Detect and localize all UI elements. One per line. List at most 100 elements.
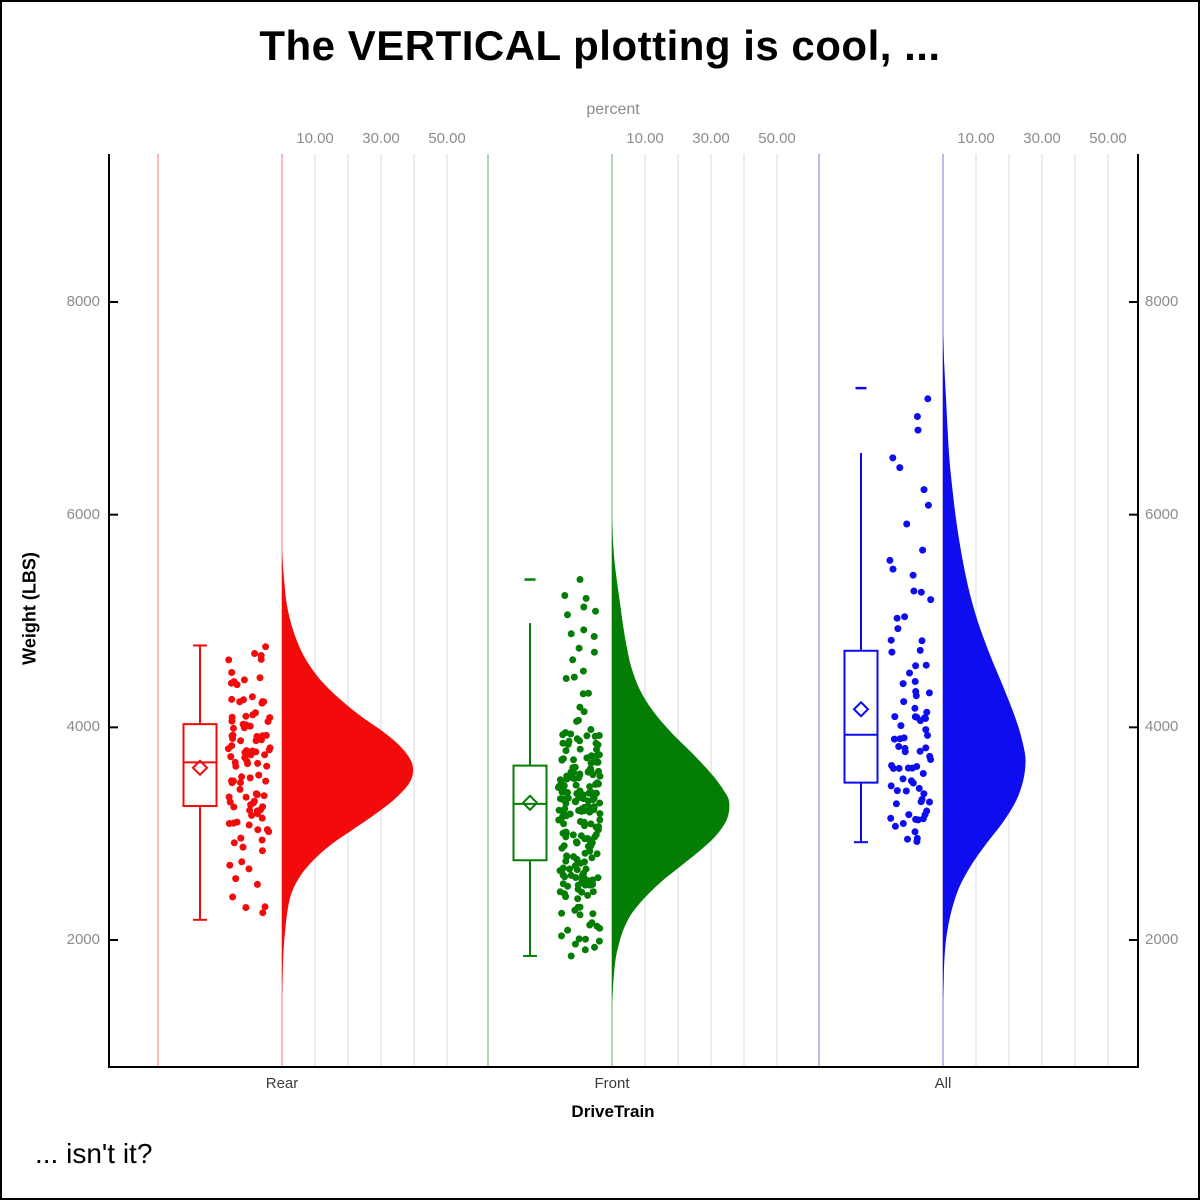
- jitter-dot-rear: [252, 709, 259, 717]
- jitter-dot-rear: [251, 650, 259, 657]
- jitter-dot-rear: [240, 696, 247, 704]
- jitter-dot-front: [573, 790, 581, 798]
- jitter-dot-all: [910, 587, 918, 595]
- jitter-dot-front: [588, 789, 596, 797]
- jitter-dot-all: [886, 556, 894, 564]
- jitter-dot-front: [581, 946, 589, 954]
- jitter-dot-rear: [254, 759, 262, 767]
- jitter-dot-front: [593, 922, 601, 930]
- jitter-dot-rear: [250, 797, 258, 805]
- jitter-dot-front: [575, 935, 583, 943]
- jitter-dot-front: [587, 759, 595, 767]
- jitter-dot-all: [924, 501, 932, 509]
- jitter-dot-front: [576, 737, 584, 745]
- jitter-dot-rear: [236, 785, 244, 793]
- jitter-dot-rear: [246, 774, 254, 782]
- jitter-dot-rear: [253, 880, 261, 888]
- jitter-dot-front: [580, 869, 587, 877]
- jitter-dot-all: [905, 811, 913, 819]
- jitter-dot-all: [912, 662, 920, 670]
- jitter-dot-front: [585, 689, 592, 697]
- jitter-dot-rear: [259, 909, 267, 917]
- jitter-dot-front: [580, 708, 588, 716]
- jitter-dot-rear: [255, 771, 263, 779]
- jitter-dot-front: [570, 853, 577, 861]
- y-tick-label-left: 8000: [66, 293, 100, 310]
- jitter-dot-front: [576, 576, 584, 583]
- jitter-dot-front: [562, 675, 570, 682]
- jitter-dot-front: [596, 816, 604, 824]
- jitter-dot-front: [566, 810, 574, 818]
- jitter-dot-rear: [232, 875, 240, 883]
- jitter-dot-front: [595, 937, 603, 945]
- jitter-dot-rear: [229, 735, 237, 742]
- jitter-dot-front: [573, 717, 581, 725]
- jitter-dot-front: [566, 865, 574, 873]
- chart-title: The VERTICAL plotting is cool, ...: [259, 22, 941, 69]
- jitter-dot-all: [919, 770, 927, 777]
- jitter-dot-front: [594, 741, 602, 749]
- y-tick-label-left: 2000: [66, 931, 100, 948]
- jitter-dot-all: [897, 722, 905, 730]
- jitter-dot-rear: [238, 858, 246, 866]
- jitter-dot-front: [590, 803, 598, 811]
- jitter-dot-front: [576, 771, 584, 779]
- percent-axis-title: percent: [586, 101, 640, 118]
- jitter-dot-all: [887, 636, 895, 644]
- y-tick-label-left: 6000: [66, 505, 100, 523]
- jitter-dot-front: [576, 703, 584, 711]
- jitter-dot-front: [595, 823, 602, 831]
- jitter-dot-rear: [230, 803, 238, 811]
- jitter-dot-all: [913, 713, 921, 721]
- jitter-dot-rear: [228, 695, 236, 703]
- jitter-dot-all: [921, 811, 929, 819]
- jitter-dot-all: [912, 692, 920, 700]
- jitter-dot-rear: [237, 737, 245, 745]
- jitter-dot-front: [564, 926, 572, 934]
- jitter-dot-all: [924, 731, 931, 739]
- box-all: [843, 649, 879, 784]
- y-tick-label-right: 4000: [1145, 718, 1179, 736]
- jitter-dot-all: [922, 744, 930, 752]
- jitter-dot-rear: [258, 847, 266, 855]
- jitter-dot-all: [903, 520, 911, 528]
- jitter-dot-rear: [242, 793, 250, 801]
- jitter-dot-all: [894, 625, 902, 633]
- jitter-dot-rear: [246, 806, 254, 814]
- jitter-dot-rear: [260, 698, 268, 706]
- jitter-dot-rear: [240, 676, 248, 684]
- jitter-dot-rear: [231, 758, 239, 766]
- jitter-dot-front: [561, 592, 569, 599]
- jitter-dot-all: [901, 613, 909, 621]
- box-front: [512, 764, 548, 862]
- jitter-dot-front: [591, 833, 599, 841]
- jitter-dot-rear: [259, 803, 267, 811]
- jitter-dot-front: [571, 906, 579, 914]
- jitter-dot-rear: [230, 839, 238, 847]
- jitter-dot-front: [570, 673, 578, 681]
- jitter-dot-rear: [228, 669, 236, 676]
- violin-all: [943, 333, 1026, 1004]
- jitter-dot-rear: [254, 826, 262, 834]
- jitter-dot-all: [911, 828, 919, 836]
- jitter-dot-rear: [262, 643, 270, 651]
- jitter-dot-rear: [263, 762, 271, 770]
- jitter-dot-rear: [265, 746, 273, 754]
- jitter-dot-rear: [245, 821, 253, 829]
- jitter-dot-rear: [258, 814, 266, 822]
- jitter-dot-front: [583, 732, 591, 740]
- category-label-all: All: [934, 1075, 952, 1092]
- jitter-dot-all: [916, 646, 924, 654]
- jitter-dot-rear: [257, 652, 265, 659]
- y-tick-label-left: 4000: [66, 718, 100, 736]
- jitter-dot-all: [916, 747, 924, 755]
- mean-diamond-front: [521, 794, 539, 812]
- jitter-dot-front: [595, 732, 603, 739]
- jitter-dot-all: [887, 782, 895, 790]
- jitter-dot-all: [892, 800, 900, 808]
- jitter-dot-all: [889, 565, 897, 573]
- percent-tick-label: 50.00: [1089, 130, 1127, 147]
- jitter-dot-front: [559, 739, 567, 747]
- category-label-front: Front: [594, 1075, 630, 1092]
- jitter-dot-front: [592, 607, 599, 615]
